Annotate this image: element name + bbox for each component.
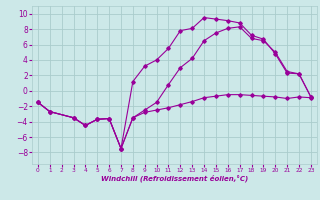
X-axis label: Windchill (Refroidissement éolien,°C): Windchill (Refroidissement éolien,°C) <box>101 175 248 182</box>
